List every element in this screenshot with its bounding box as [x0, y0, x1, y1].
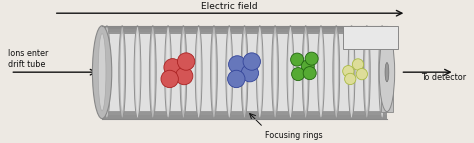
Ellipse shape [228, 70, 245, 88]
Bar [102, 26, 387, 29]
Ellipse shape [302, 26, 309, 119]
Ellipse shape [385, 62, 389, 82]
Ellipse shape [120, 33, 124, 111]
Ellipse shape [287, 26, 294, 119]
Ellipse shape [305, 52, 318, 65]
Ellipse shape [343, 65, 354, 77]
Ellipse shape [180, 26, 187, 119]
Bar [102, 97, 387, 100]
Bar [102, 54, 387, 57]
Ellipse shape [303, 67, 316, 80]
Bar [102, 88, 387, 91]
Ellipse shape [273, 33, 277, 111]
Ellipse shape [348, 26, 355, 119]
Bar [102, 33, 387, 111]
Bar [102, 66, 387, 69]
Bar [102, 32, 387, 35]
Ellipse shape [228, 56, 246, 73]
Ellipse shape [243, 53, 260, 70]
Ellipse shape [258, 33, 262, 111]
Text: Focusing rings: Focusing rings [265, 131, 323, 140]
Bar [102, 57, 387, 60]
Ellipse shape [241, 26, 248, 119]
Bar [102, 35, 387, 38]
Ellipse shape [272, 26, 279, 119]
Ellipse shape [241, 64, 258, 82]
Bar [102, 78, 387, 82]
Text: To detector: To detector [421, 73, 466, 82]
FancyBboxPatch shape [343, 26, 398, 49]
Ellipse shape [212, 33, 216, 111]
Bar [102, 116, 387, 119]
Ellipse shape [134, 26, 141, 119]
Ellipse shape [345, 73, 356, 85]
Bar [102, 91, 387, 94]
Ellipse shape [161, 70, 178, 88]
Bar [102, 85, 387, 88]
Ellipse shape [364, 26, 370, 119]
Text: Drift gas: Drift gas [354, 33, 387, 42]
Bar [102, 41, 387, 44]
Text: Electric field: Electric field [201, 2, 258, 11]
Ellipse shape [136, 33, 139, 111]
Ellipse shape [379, 33, 395, 112]
Bar [102, 106, 387, 109]
Ellipse shape [292, 68, 305, 81]
Ellipse shape [103, 26, 110, 119]
Bar [102, 94, 387, 97]
Bar [102, 50, 387, 54]
Bar [381, 33, 393, 112]
Ellipse shape [105, 33, 109, 111]
Bar [102, 72, 387, 75]
Ellipse shape [151, 33, 155, 111]
Ellipse shape [381, 33, 384, 111]
Ellipse shape [119, 26, 126, 119]
Ellipse shape [304, 33, 307, 111]
Ellipse shape [166, 33, 170, 111]
Bar [102, 69, 387, 72]
Ellipse shape [92, 26, 112, 119]
Ellipse shape [197, 33, 201, 111]
Bar [102, 109, 387, 112]
Ellipse shape [318, 26, 324, 119]
Text: Ions enter
drift tube: Ions enter drift tube [9, 49, 49, 69]
Bar [102, 44, 387, 47]
Ellipse shape [182, 33, 185, 111]
Bar [102, 82, 387, 85]
Ellipse shape [98, 33, 106, 111]
Ellipse shape [164, 26, 172, 119]
Ellipse shape [291, 53, 304, 66]
Ellipse shape [195, 26, 202, 119]
Ellipse shape [356, 68, 367, 80]
Ellipse shape [319, 33, 323, 111]
Ellipse shape [226, 26, 233, 119]
Ellipse shape [352, 59, 364, 70]
Ellipse shape [256, 26, 263, 119]
Bar [102, 63, 387, 66]
Bar [102, 60, 387, 63]
Ellipse shape [228, 33, 231, 111]
Ellipse shape [210, 26, 217, 119]
Ellipse shape [379, 26, 385, 119]
Bar [102, 47, 387, 50]
Bar [102, 38, 387, 41]
Bar [102, 75, 387, 78]
Ellipse shape [164, 59, 181, 76]
Ellipse shape [175, 67, 193, 85]
Ellipse shape [177, 53, 195, 70]
Bar [102, 100, 387, 103]
Ellipse shape [365, 33, 368, 111]
Bar [102, 112, 387, 116]
Ellipse shape [243, 33, 246, 111]
Bar [102, 103, 387, 106]
Ellipse shape [149, 26, 156, 119]
Ellipse shape [301, 60, 314, 73]
Ellipse shape [333, 26, 340, 119]
Ellipse shape [289, 33, 292, 111]
Bar [102, 29, 387, 32]
Ellipse shape [350, 33, 353, 111]
Ellipse shape [335, 33, 338, 111]
